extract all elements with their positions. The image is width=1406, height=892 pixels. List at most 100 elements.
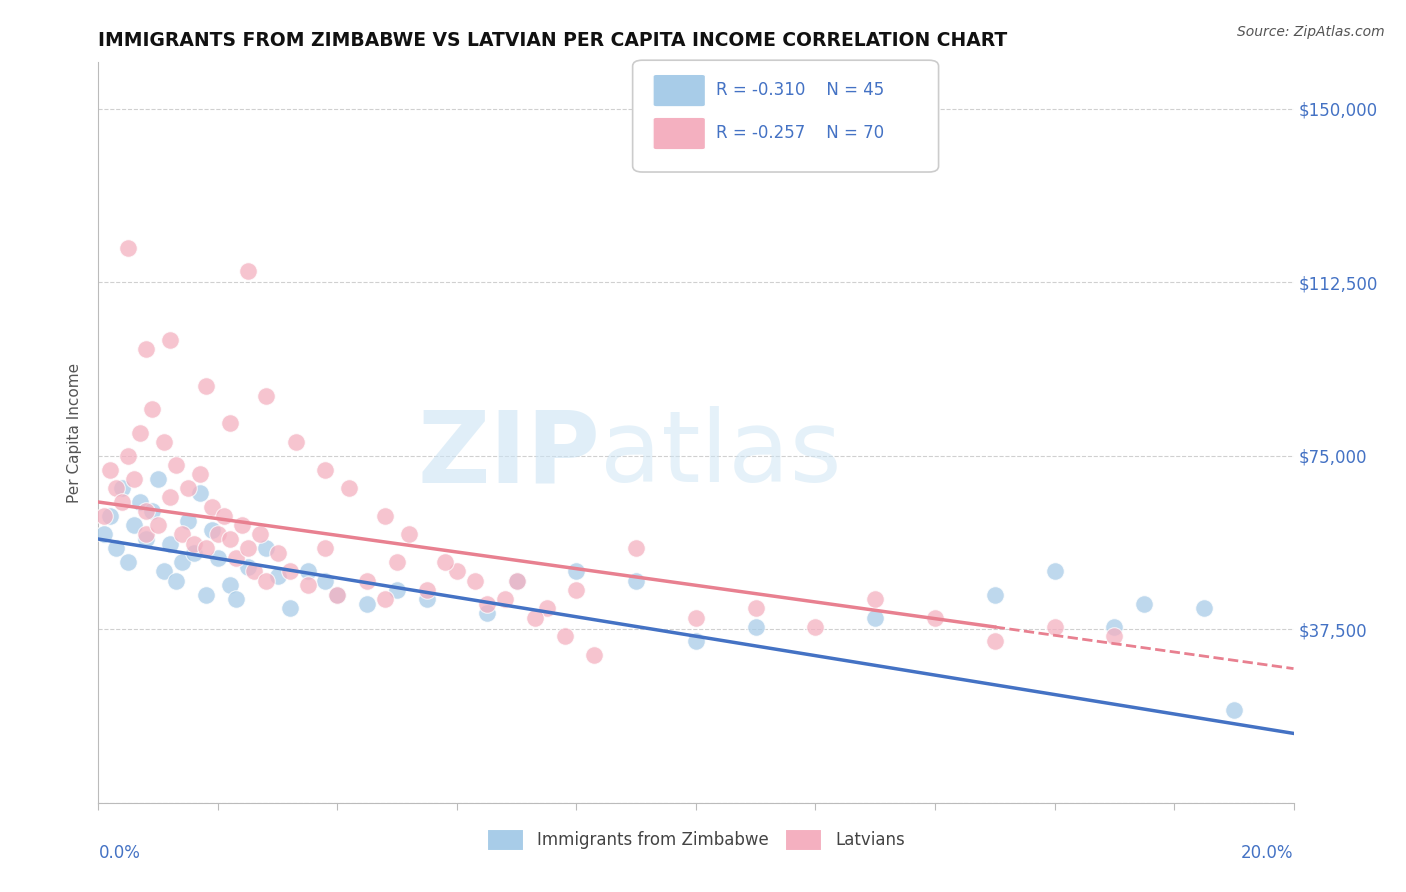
- Point: [685, 610, 707, 624]
- Point: [984, 588, 1007, 602]
- Point: [236, 559, 259, 574]
- Point: [523, 610, 546, 624]
- Point: [626, 574, 648, 588]
- Point: [141, 402, 163, 417]
- Point: [183, 536, 205, 550]
- Point: [254, 574, 277, 588]
- Point: [297, 578, 319, 592]
- Point: [93, 527, 115, 541]
- Point: [865, 610, 887, 624]
- Point: [254, 388, 277, 402]
- Point: [129, 425, 152, 440]
- Point: [98, 462, 122, 476]
- Point: [315, 462, 337, 476]
- Point: [135, 527, 157, 541]
- Point: [165, 574, 187, 588]
- Point: [98, 508, 122, 523]
- Point: [745, 601, 768, 615]
- Point: [93, 508, 115, 523]
- Point: [105, 541, 128, 556]
- Point: [207, 527, 229, 541]
- Point: [583, 648, 606, 662]
- Point: [356, 597, 378, 611]
- Point: [195, 541, 218, 556]
- FancyBboxPatch shape: [652, 117, 706, 150]
- Point: [536, 601, 558, 615]
- Point: [188, 485, 211, 500]
- Point: [475, 606, 498, 620]
- Point: [1192, 601, 1215, 615]
- Point: [236, 263, 259, 277]
- Text: atlas: atlas: [600, 407, 842, 503]
- Text: 0.0%: 0.0%: [98, 844, 141, 862]
- Point: [111, 495, 134, 509]
- Point: [416, 582, 439, 597]
- Point: [267, 546, 290, 560]
- Y-axis label: Per Capita Income: Per Capita Income: [67, 362, 83, 503]
- Point: [111, 481, 134, 495]
- Point: [135, 343, 157, 357]
- Text: 20.0%: 20.0%: [1241, 844, 1294, 862]
- Point: [554, 629, 576, 643]
- Point: [865, 592, 887, 607]
- Point: [315, 541, 337, 556]
- Point: [231, 518, 253, 533]
- Point: [153, 565, 176, 579]
- Point: [207, 550, 229, 565]
- Point: [278, 565, 301, 579]
- Point: [434, 555, 457, 569]
- Point: [984, 633, 1007, 648]
- Point: [1223, 703, 1246, 717]
- Point: [506, 574, 529, 588]
- Point: [135, 504, 157, 518]
- Point: [565, 582, 588, 597]
- Point: [446, 565, 468, 579]
- Point: [129, 495, 152, 509]
- Point: [297, 565, 319, 579]
- FancyBboxPatch shape: [652, 74, 706, 107]
- Point: [212, 508, 235, 523]
- Point: [225, 550, 247, 565]
- Point: [565, 565, 588, 579]
- Point: [195, 379, 218, 393]
- Point: [626, 541, 648, 556]
- Point: [219, 417, 242, 431]
- Point: [326, 588, 349, 602]
- Point: [464, 574, 486, 588]
- Point: [195, 588, 218, 602]
- Point: [243, 565, 266, 579]
- Point: [924, 610, 946, 624]
- Point: [177, 514, 200, 528]
- Point: [159, 333, 181, 347]
- FancyBboxPatch shape: [633, 61, 939, 172]
- Point: [249, 527, 271, 541]
- Point: [172, 527, 194, 541]
- Point: [124, 518, 146, 533]
- Text: Source: ZipAtlas.com: Source: ZipAtlas.com: [1237, 25, 1385, 39]
- Text: R = -0.310    N = 45: R = -0.310 N = 45: [716, 81, 884, 99]
- Text: IMMIGRANTS FROM ZIMBABWE VS LATVIAN PER CAPITA INCOME CORRELATION CHART: IMMIGRANTS FROM ZIMBABWE VS LATVIAN PER …: [98, 30, 1008, 50]
- Point: [225, 592, 247, 607]
- Point: [374, 508, 396, 523]
- Point: [219, 578, 242, 592]
- Point: [1104, 629, 1126, 643]
- Point: [506, 574, 529, 588]
- Point: [398, 527, 420, 541]
- Point: [267, 569, 290, 583]
- Point: [685, 633, 707, 648]
- Point: [236, 541, 259, 556]
- Point: [219, 532, 242, 546]
- Point: [135, 532, 157, 546]
- Point: [159, 536, 181, 550]
- Point: [804, 620, 827, 634]
- Point: [745, 620, 768, 634]
- Point: [183, 546, 205, 560]
- Point: [117, 555, 139, 569]
- Point: [124, 472, 146, 486]
- Point: [188, 467, 211, 482]
- Point: [315, 574, 337, 588]
- Point: [117, 449, 139, 463]
- Point: [105, 481, 128, 495]
- Point: [177, 481, 200, 495]
- Point: [1133, 597, 1156, 611]
